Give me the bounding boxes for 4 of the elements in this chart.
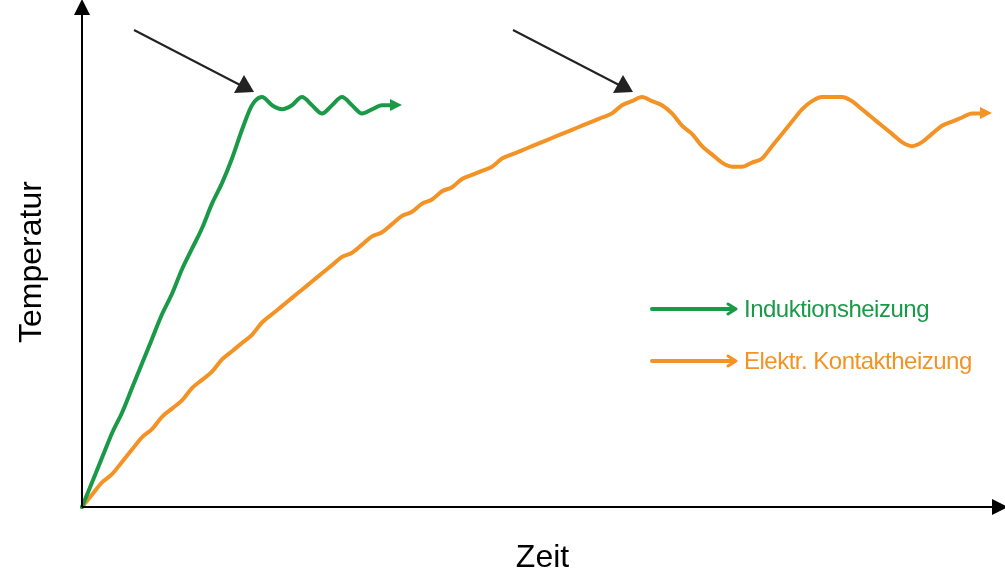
legend-label: Induktionsheizung [744, 295, 929, 323]
y-axis-title: Temperatur [11, 181, 49, 343]
legend-label: Elektr. Kontaktheizung [744, 347, 972, 375]
x-axis-title: Zeit [514, 538, 571, 575]
